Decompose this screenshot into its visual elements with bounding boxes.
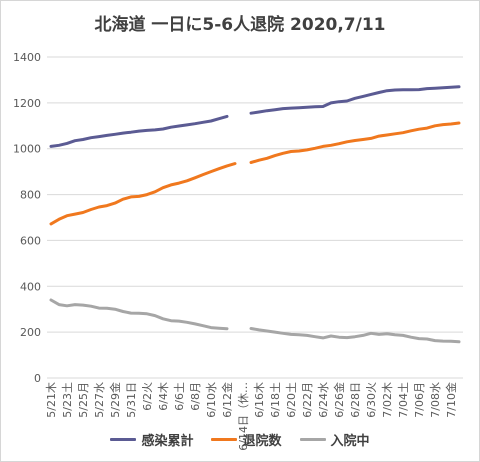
x-tick-label: 6/6土	[173, 382, 186, 411]
legend-item-hospitalized: 入院中	[299, 430, 370, 449]
x-tick-label: 6/10水	[205, 382, 218, 418]
series-lines	[49, 85, 461, 344]
x-tick-label: 6/18土	[269, 382, 282, 418]
x-tick-label: 6/16木	[253, 382, 266, 418]
y-tick-label: 200	[20, 326, 41, 339]
y-tick-label: 1000	[13, 143, 41, 156]
x-tick-label: 6/26金	[332, 382, 346, 418]
x-tick-label: 7/02木	[381, 382, 394, 418]
x-tick-label: 6/12金	[220, 382, 234, 418]
x-tick-label: 5/23土	[61, 382, 74, 418]
x-tick-label: 6/28日	[349, 382, 362, 418]
series-line-cumulative	[249, 85, 461, 115]
x-tick-label: 7/06月	[413, 382, 426, 418]
x-tick-label: 6/14日（休…	[237, 382, 250, 451]
legend-label-discharged: 退院数	[242, 434, 282, 449]
x-tick-label: 7/10金	[444, 382, 458, 418]
series-line-hospitalized	[249, 327, 461, 344]
x-tick-label: 5/21木	[45, 382, 58, 418]
x-tick-label: 7/04土	[397, 382, 410, 418]
series-discharged	[49, 121, 461, 226]
legend-label-hospitalized: 入院中	[330, 434, 370, 449]
x-axis-labels: 5/21木 5/23土 5/25月 5/27水 5/29金 5/31日 6/2火 6/4木 6/…	[45, 382, 458, 451]
x-tick-label: 6/2火	[141, 382, 154, 411]
legend-swatch-hospitalized	[299, 438, 326, 441]
y-tick-label: 0	[34, 372, 41, 385]
chart-title: 北海道 一日に5-6人退院 2020,7/11	[94, 15, 386, 35]
series-line-discharged	[249, 121, 461, 164]
y-tick-label: 1200	[13, 97, 41, 110]
legend-item-cumulative: 感染累計	[110, 430, 193, 449]
legend: 感染累計 退院数 入院中	[1, 430, 479, 449]
x-tick-label: 5/31日	[125, 382, 138, 418]
series-hospitalized	[49, 298, 461, 344]
x-tick-label: 6/20土	[285, 382, 298, 418]
series-line-hospitalized	[49, 298, 229, 331]
y-axis-labels: 0 200 400 600 800 1000 1200 1400	[13, 51, 41, 385]
x-tick-label: 6/8月	[189, 382, 202, 411]
x-tick-label: 6/30火	[365, 382, 378, 418]
y-tick-label: 800	[20, 189, 41, 202]
x-tick-label: 5/29金	[108, 382, 122, 418]
x-tick-label: 5/25月	[77, 382, 90, 418]
x-tick-label: 7/08水	[429, 382, 442, 418]
x-tick-label: 6/24水	[317, 382, 330, 418]
gridlines	[47, 56, 463, 379]
series-line-discharged	[49, 162, 237, 226]
y-tick-label: 400	[20, 280, 41, 293]
x-tick-label: 5/27水	[93, 382, 106, 418]
x-tick-label: 6/4木	[157, 382, 170, 411]
y-tick-label: 1400	[13, 51, 41, 64]
x-tick-label: 6/22月	[301, 382, 314, 418]
series-line-cumulative	[49, 114, 229, 148]
y-tick-label: 600	[20, 234, 41, 247]
legend-swatch-cumulative	[110, 438, 137, 441]
series-cumulative	[49, 85, 461, 148]
legend-item-discharged: 退院数	[211, 430, 282, 449]
legend-label-cumulative: 感染累計	[141, 434, 194, 449]
legend-swatch-discharged	[211, 438, 238, 441]
